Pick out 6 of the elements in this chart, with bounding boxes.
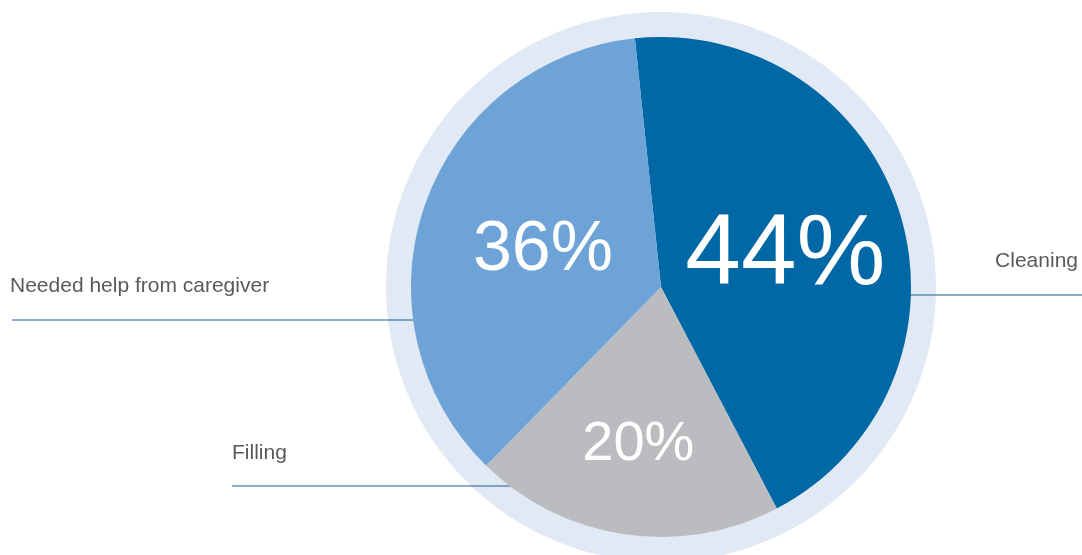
slice-label: Cleaning <box>995 247 1078 271</box>
slice-label: Needed help from caregiver <box>10 272 270 296</box>
slice-label: Filling <box>232 439 287 463</box>
data-label: 44% <box>685 193 886 306</box>
data-label: 20% <box>582 408 695 472</box>
data-label: 36% <box>472 206 614 285</box>
